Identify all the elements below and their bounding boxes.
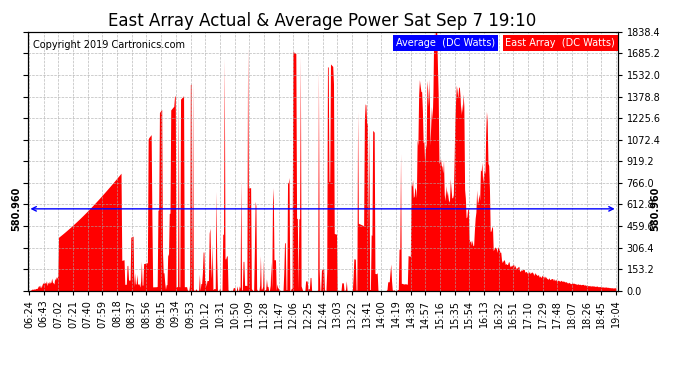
Text: 580.960: 580.960 [12,187,21,231]
Text: Copyright 2019 Cartronics.com: Copyright 2019 Cartronics.com [34,40,186,50]
Text: 580.960: 580.960 [650,187,660,231]
Title: East Array Actual & Average Power Sat Sep 7 19:10: East Array Actual & Average Power Sat Se… [108,12,537,30]
Text: Average  (DC Watts): Average (DC Watts) [396,38,495,48]
Text: East Array  (DC Watts): East Array (DC Watts) [506,38,615,48]
